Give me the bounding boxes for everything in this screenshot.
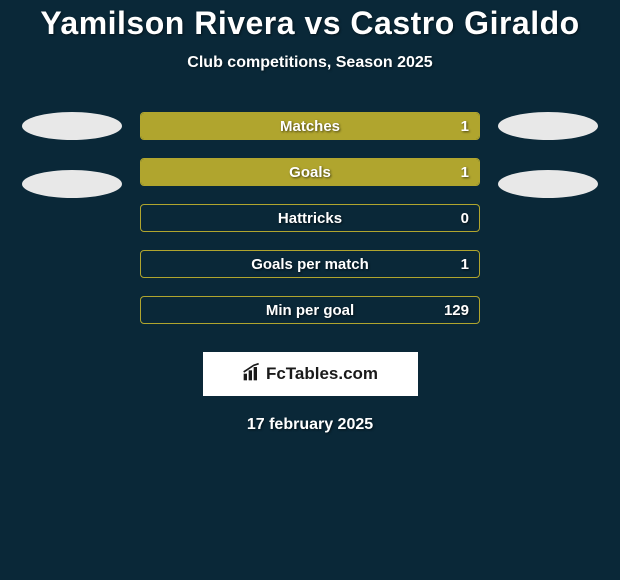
right-ellipse-column	[498, 112, 598, 198]
logo-text: FcTables.com	[266, 364, 378, 384]
player-ellipse	[498, 112, 598, 140]
stat-bar-label: Goals	[141, 159, 479, 185]
left-ellipse-column	[22, 112, 122, 198]
subtitle: Club competitions, Season 2025	[0, 54, 620, 72]
stats-area: Matches1Goals1Hattricks0Goals per match1…	[0, 112, 620, 324]
stat-bar-label: Hattricks	[141, 205, 479, 231]
stat-bar-label: Goals per match	[141, 251, 479, 277]
stat-bar-value: 1	[461, 113, 469, 139]
stat-bar: Min per goal129	[140, 296, 480, 324]
stat-bar-value: 129	[444, 297, 469, 323]
stat-bar-value: 0	[461, 205, 469, 231]
stat-bar: Goals1	[140, 158, 480, 186]
player-ellipse	[22, 170, 122, 198]
stat-bar: Hattricks0	[140, 204, 480, 232]
player-ellipse	[22, 112, 122, 140]
date-label: 17 february 2025	[0, 416, 620, 434]
stat-bar: Matches1	[140, 112, 480, 140]
stat-bar-label: Min per goal	[141, 297, 479, 323]
stat-bar-label: Matches	[141, 113, 479, 139]
stat-bar-value: 1	[461, 159, 469, 185]
stat-bar: Goals per match1	[140, 250, 480, 278]
player-ellipse	[498, 170, 598, 198]
page-title: Yamilson Rivera vs Castro Giraldo	[0, 5, 620, 42]
stat-bars: Matches1Goals1Hattricks0Goals per match1…	[140, 112, 480, 324]
stat-bar-value: 1	[461, 251, 469, 277]
logo-box: FcTables.com	[203, 352, 418, 396]
chart-icon	[242, 362, 262, 387]
